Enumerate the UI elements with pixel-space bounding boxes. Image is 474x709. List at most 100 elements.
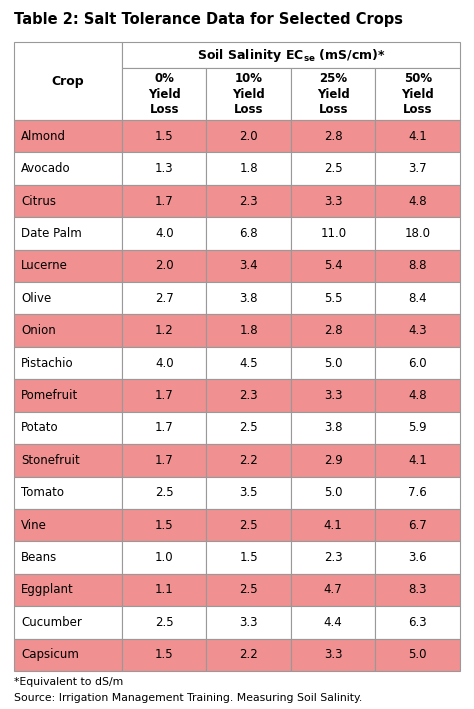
Text: 5.0: 5.0 bbox=[409, 648, 427, 661]
Bar bbox=[14, 185, 122, 217]
Bar bbox=[375, 542, 460, 574]
Bar bbox=[291, 574, 375, 606]
Bar bbox=[291, 250, 375, 282]
Bar bbox=[14, 412, 122, 444]
Bar bbox=[291, 639, 375, 671]
Text: 1.5: 1.5 bbox=[239, 551, 258, 564]
Text: 8.8: 8.8 bbox=[409, 259, 427, 272]
Bar bbox=[14, 347, 122, 379]
Bar bbox=[207, 444, 291, 476]
Bar bbox=[375, 509, 460, 542]
Text: 1.2: 1.2 bbox=[155, 324, 173, 337]
Bar bbox=[122, 42, 460, 68]
Bar bbox=[375, 639, 460, 671]
Bar bbox=[122, 347, 207, 379]
Text: 4.5: 4.5 bbox=[239, 357, 258, 369]
Bar bbox=[207, 152, 291, 185]
Bar bbox=[14, 639, 122, 671]
Text: Lucerne: Lucerne bbox=[21, 259, 68, 272]
Text: 8.3: 8.3 bbox=[409, 584, 427, 596]
Text: 1.7: 1.7 bbox=[155, 194, 173, 208]
Text: Vine: Vine bbox=[21, 519, 47, 532]
Text: 1.5: 1.5 bbox=[155, 130, 173, 143]
Bar bbox=[291, 152, 375, 185]
Bar bbox=[14, 509, 122, 542]
Bar bbox=[122, 120, 207, 152]
Text: Crop: Crop bbox=[52, 74, 84, 87]
Text: 5.4: 5.4 bbox=[324, 259, 343, 272]
Bar bbox=[207, 476, 291, 509]
Text: 1.0: 1.0 bbox=[155, 551, 173, 564]
Bar bbox=[122, 412, 207, 444]
Text: 3.3: 3.3 bbox=[239, 616, 258, 629]
Text: 3.7: 3.7 bbox=[409, 162, 427, 175]
Text: 5.0: 5.0 bbox=[324, 486, 343, 499]
Text: 3.8: 3.8 bbox=[324, 421, 343, 435]
Bar bbox=[207, 282, 291, 315]
Text: 2.5: 2.5 bbox=[239, 421, 258, 435]
Text: 2.2: 2.2 bbox=[239, 454, 258, 467]
Bar bbox=[14, 282, 122, 315]
Text: 2.3: 2.3 bbox=[324, 551, 343, 564]
Bar bbox=[14, 379, 122, 412]
Text: 11.0: 11.0 bbox=[320, 227, 346, 240]
Bar bbox=[207, 347, 291, 379]
Bar bbox=[122, 152, 207, 185]
Text: 5.5: 5.5 bbox=[324, 292, 343, 305]
Bar bbox=[207, 574, 291, 606]
Text: 4.0: 4.0 bbox=[155, 227, 173, 240]
Text: 4.4: 4.4 bbox=[324, 616, 343, 629]
Text: Citrus: Citrus bbox=[21, 194, 56, 208]
Bar bbox=[122, 444, 207, 476]
Bar bbox=[122, 476, 207, 509]
Text: Potato: Potato bbox=[21, 421, 59, 435]
Bar bbox=[14, 476, 122, 509]
Bar bbox=[14, 250, 122, 282]
Text: 2.5: 2.5 bbox=[239, 519, 258, 532]
Text: Almond: Almond bbox=[21, 130, 66, 143]
Text: Date Palm: Date Palm bbox=[21, 227, 82, 240]
Bar bbox=[375, 379, 460, 412]
Bar bbox=[14, 217, 122, 250]
Text: Table 2: Salt Tolerance Data for Selected Crops: Table 2: Salt Tolerance Data for Selecte… bbox=[14, 12, 403, 27]
Text: 3.8: 3.8 bbox=[239, 292, 258, 305]
Bar bbox=[207, 68, 291, 120]
Bar bbox=[291, 606, 375, 639]
Text: 4.8: 4.8 bbox=[409, 194, 427, 208]
Text: 2.0: 2.0 bbox=[155, 259, 173, 272]
Bar bbox=[207, 185, 291, 217]
Bar bbox=[207, 250, 291, 282]
Bar bbox=[122, 509, 207, 542]
Text: 2.9: 2.9 bbox=[324, 454, 343, 467]
Text: Avocado: Avocado bbox=[21, 162, 71, 175]
Bar bbox=[291, 509, 375, 542]
Text: Beans: Beans bbox=[21, 551, 57, 564]
Bar bbox=[291, 185, 375, 217]
Text: 3.4: 3.4 bbox=[239, 259, 258, 272]
Bar bbox=[207, 412, 291, 444]
Text: 0%
Yield
Loss: 0% Yield Loss bbox=[148, 72, 181, 116]
Text: 1.7: 1.7 bbox=[155, 454, 173, 467]
Bar bbox=[291, 120, 375, 152]
Bar bbox=[14, 42, 122, 120]
Bar bbox=[291, 282, 375, 315]
Bar bbox=[375, 217, 460, 250]
Bar bbox=[14, 152, 122, 185]
Text: 6.3: 6.3 bbox=[409, 616, 427, 629]
Text: 2.5: 2.5 bbox=[239, 584, 258, 596]
Bar bbox=[122, 574, 207, 606]
Bar bbox=[375, 606, 460, 639]
Text: 1.5: 1.5 bbox=[155, 519, 173, 532]
Text: 2.2: 2.2 bbox=[239, 648, 258, 661]
Bar bbox=[122, 250, 207, 282]
Text: 4.1: 4.1 bbox=[409, 130, 427, 143]
Bar bbox=[14, 574, 122, 606]
Bar bbox=[291, 542, 375, 574]
Bar bbox=[375, 250, 460, 282]
Bar bbox=[375, 476, 460, 509]
Text: Tomato: Tomato bbox=[21, 486, 64, 499]
Text: Source: Irrigation Management Training. Measuring Soil Salinity.: Source: Irrigation Management Training. … bbox=[14, 693, 362, 703]
Bar bbox=[291, 68, 375, 120]
Bar bbox=[375, 412, 460, 444]
Text: 6.8: 6.8 bbox=[239, 227, 258, 240]
